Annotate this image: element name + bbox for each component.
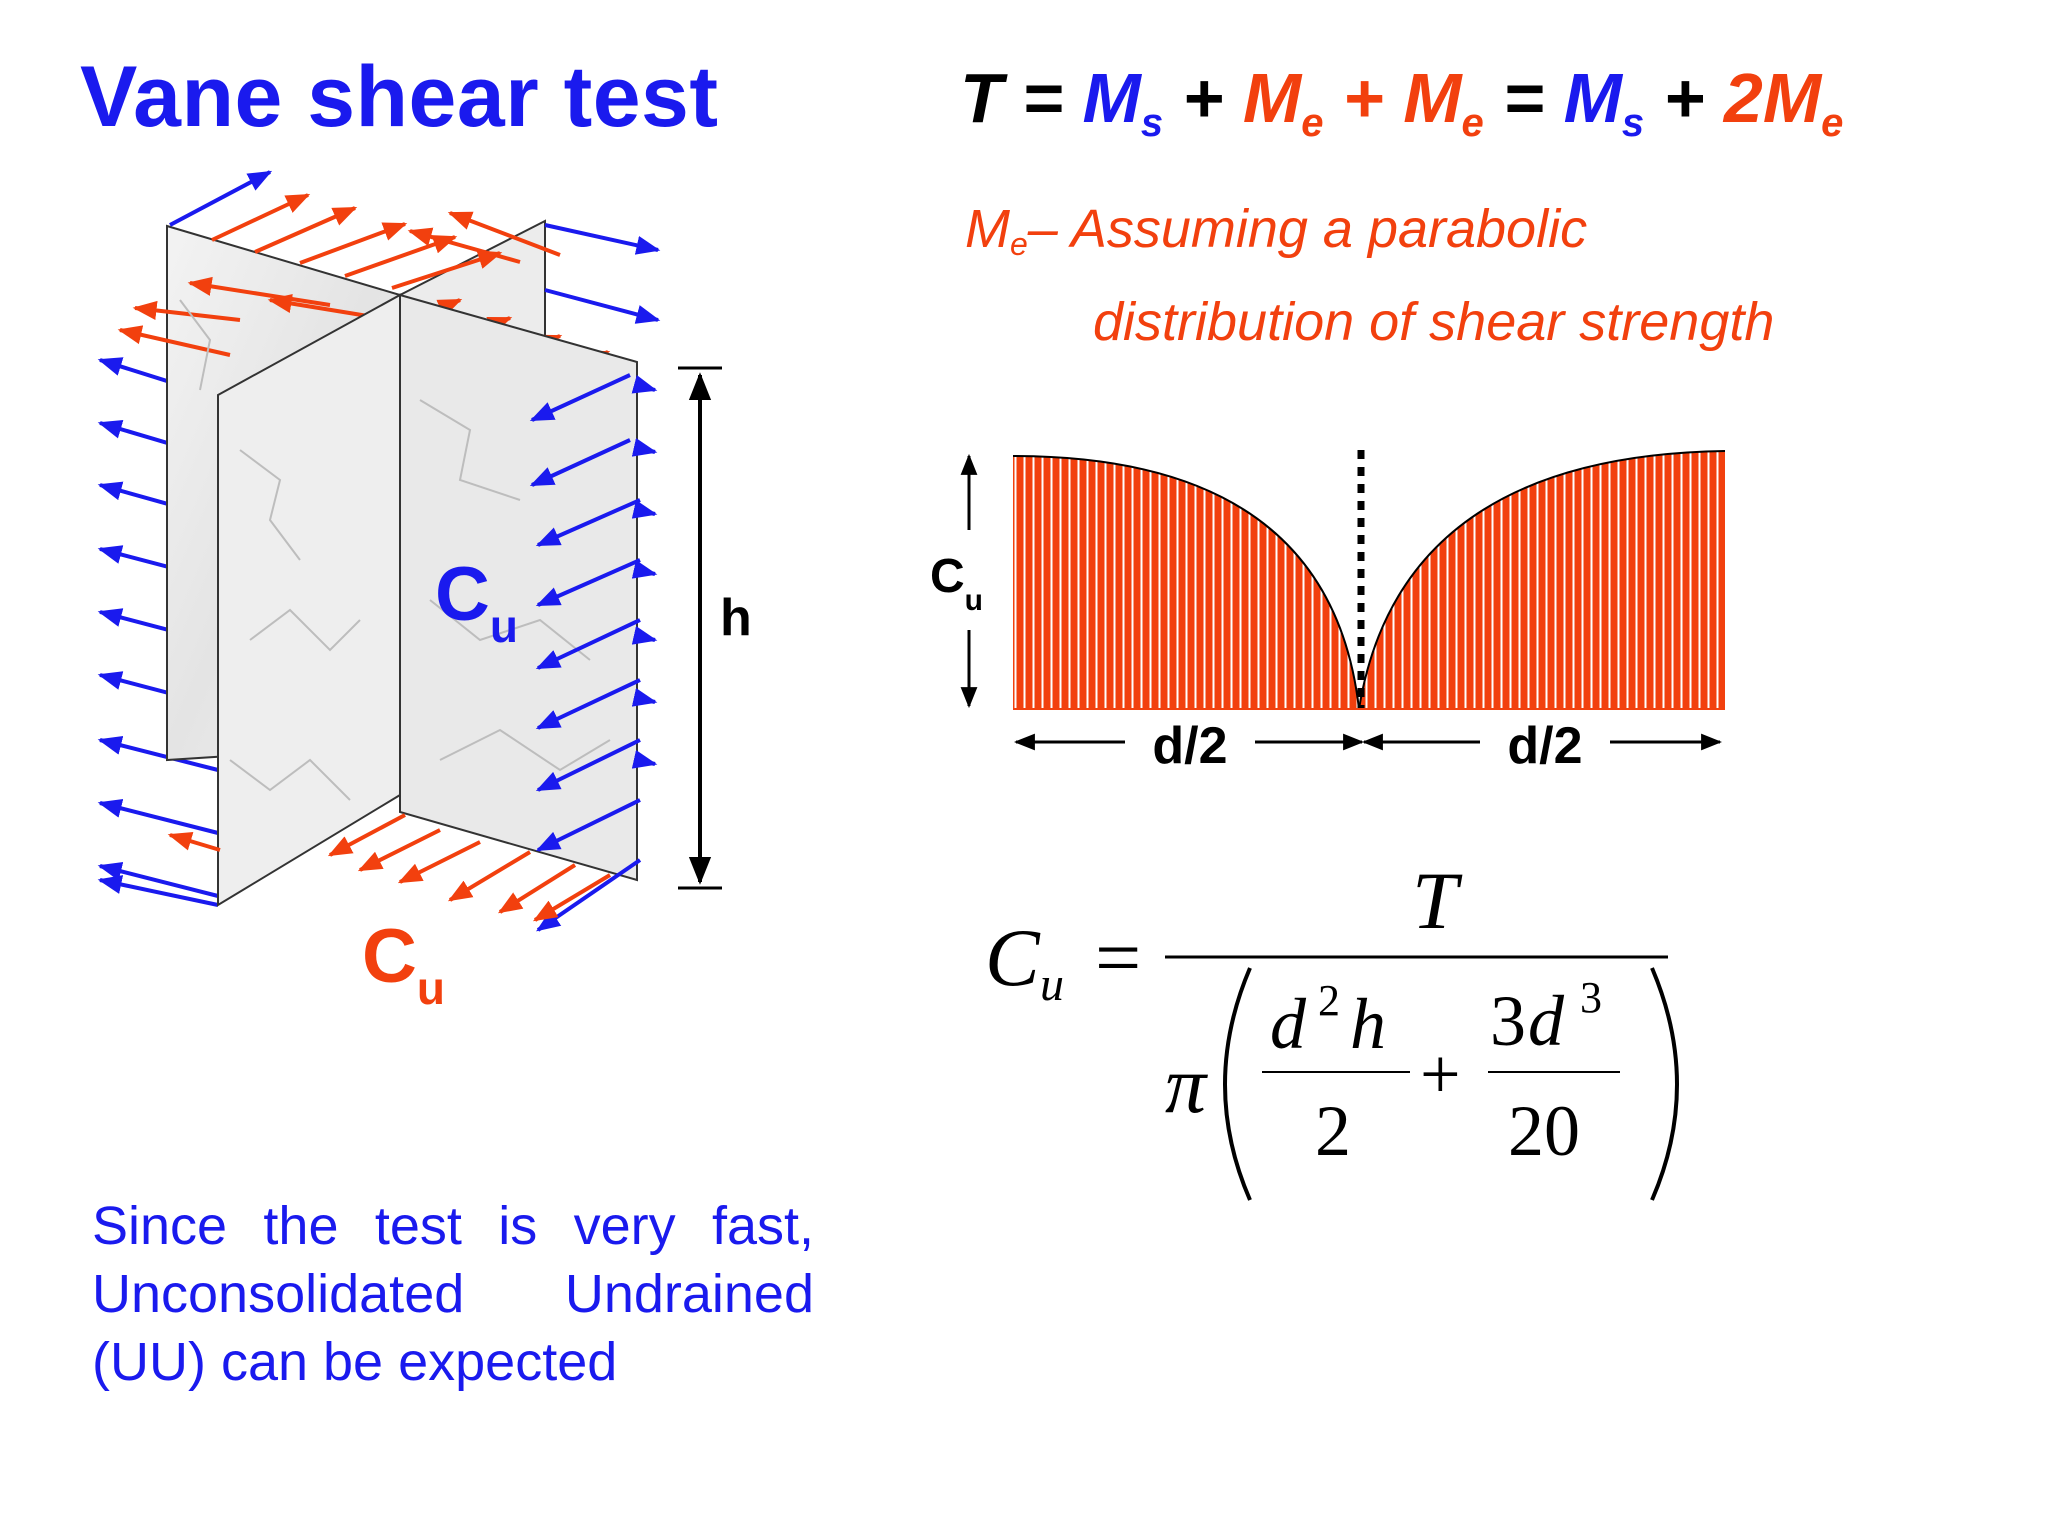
eq-equals-2: = [1483, 59, 1564, 137]
formula-term1-h: h [1350, 984, 1386, 1064]
eq-Ms-sub: s [1140, 101, 1164, 145]
eq-T: T [960, 59, 1003, 137]
vane-blade-front-left [217, 293, 401, 907]
note-M: M [965, 199, 1010, 259]
vane-illustration [97, 170, 722, 932]
eq-Ms-M: M [1082, 59, 1141, 137]
formula-right-paren [1650, 967, 1679, 1201]
cu-bottom-u: u [417, 962, 445, 1014]
right-parabola-fill [1359, 451, 1725, 709]
h-label: h [720, 589, 752, 647]
blue-arrows-top [169, 170, 661, 324]
eq-Ms2-sub: s [1621, 101, 1645, 145]
eq-Ms2-M: M [1563, 59, 1622, 137]
formula-plus: + [1420, 1034, 1461, 1114]
formula-term1-exp: 2 [1318, 976, 1340, 1025]
cu-center-u: u [490, 600, 518, 652]
slide-title: Vane shear test [80, 49, 719, 145]
formula-pi: π [1165, 1039, 1208, 1130]
height-dimension [678, 366, 722, 890]
eq-equals-1: = [1002, 59, 1083, 137]
eq-plus-3: + [1644, 59, 1724, 137]
eq-Me-2: Me [1403, 59, 1484, 145]
cu-label-center: Cu [435, 552, 518, 652]
eq-Ms: Ms [1082, 59, 1164, 145]
distribution-cu-label: Cu [930, 550, 983, 617]
cu-label-bottom: Cu [362, 914, 445, 1014]
blue-arrows-right-out [631, 374, 658, 769]
formula-equals: = [1095, 912, 1141, 1003]
red-arrows-bottom [167, 813, 612, 922]
formula-term2-d: d [1528, 981, 1565, 1061]
parabolic-distribution [960, 450, 1726, 751]
formula-numerator: T [1412, 855, 1463, 946]
parabolic-note: Me– Assuming a parabolic distribution of… [965, 190, 1774, 361]
cu-formula: C u = T π d 2 h 2 + 3 d 3 20 [985, 855, 1679, 1201]
note-line2: distribution of shear strength [1093, 292, 1775, 352]
formula-u: u [1040, 958, 1064, 1011]
formula-term2-den: 20 [1508, 1091, 1580, 1171]
cu-center-C: C [435, 552, 490, 637]
eq-Me1-sub: e [1301, 101, 1324, 145]
eq-Me1-M: M [1242, 59, 1302, 137]
right-parabola-curve [1358, 450, 1726, 710]
torque-equation: T = Ms + Me + Me = Ms + 2Me [960, 58, 1844, 145]
formula-left-paren [1223, 967, 1252, 1201]
formula-C: C [985, 912, 1041, 1003]
left-parabola-fill [1013, 456, 1359, 709]
formula-term2-exp: 3 [1580, 973, 1602, 1022]
note-e: e [1009, 226, 1028, 262]
eq-Ms-2: Ms [1563, 59, 1645, 145]
eq-2Me-sub: e [1821, 101, 1844, 145]
dist-cu-u: u [965, 584, 983, 617]
cu-bottom-C: C [362, 914, 417, 999]
eq-2Me-M: 2M [1723, 59, 1822, 137]
d2-left-label: d/2 [1152, 717, 1227, 775]
eq-Me2-M: M [1403, 59, 1462, 137]
marble-texture [179, 299, 611, 801]
uu-note: Since the test is very fast, Unconsolida… [92, 1196, 814, 1392]
formula-term1-d: d [1270, 984, 1307, 1064]
d2-right-label: d/2 [1507, 717, 1582, 775]
eq-plus-2: + [1323, 59, 1404, 137]
formula-term1-den: 2 [1315, 1091, 1351, 1171]
eq-plus-1: + [1163, 59, 1243, 137]
formula-term2-coef: 3 [1490, 981, 1526, 1061]
vane-blade-front-right [399, 293, 638, 882]
eq-Me-1: Me [1242, 59, 1324, 145]
note-line1: – Assuming a parabolic [1027, 199, 1588, 259]
left-parabola-curve [1012, 455, 1360, 710]
eq-2Me: 2Me [1723, 59, 1844, 145]
eq-Me2-sub: e [1461, 101, 1484, 145]
dist-cu-C: C [930, 550, 965, 603]
